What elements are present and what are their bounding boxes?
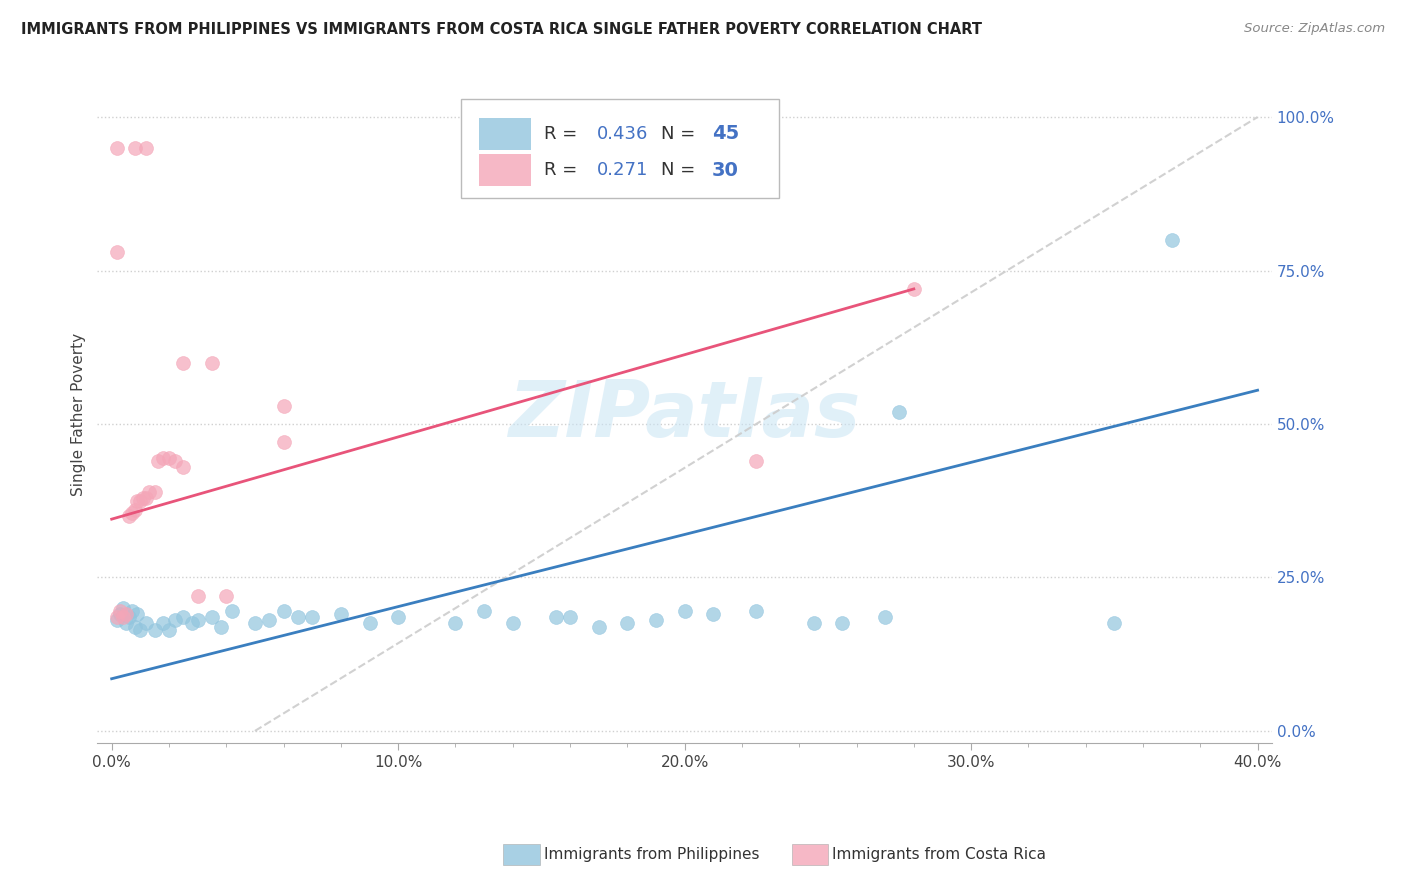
Point <box>115 616 138 631</box>
Point <box>616 616 638 631</box>
Text: R =: R = <box>544 161 582 179</box>
Point <box>121 604 143 618</box>
Point <box>135 616 157 631</box>
Point <box>273 604 295 618</box>
Point <box>903 282 925 296</box>
Text: ZIPatlas: ZIPatlas <box>509 376 860 453</box>
Text: 0.436: 0.436 <box>596 125 648 143</box>
Point <box>107 141 129 155</box>
Point <box>143 484 166 499</box>
Point <box>180 616 202 631</box>
Point <box>163 454 186 468</box>
Point <box>172 459 194 474</box>
Point <box>645 614 668 628</box>
Point <box>588 619 610 633</box>
FancyBboxPatch shape <box>461 100 779 198</box>
Point <box>745 454 768 468</box>
Text: Immigrants from Costa Rica: Immigrants from Costa Rica <box>832 847 1046 862</box>
Point <box>124 503 146 517</box>
Point <box>287 610 309 624</box>
Point <box>118 610 141 624</box>
Point <box>110 604 132 618</box>
Point <box>257 614 280 628</box>
Point <box>221 604 243 618</box>
Point <box>118 509 141 524</box>
Point <box>152 450 174 465</box>
Text: IMMIGRANTS FROM PHILIPPINES VS IMMIGRANTS FROM COSTA RICA SINGLE FATHER POVERTY : IMMIGRANTS FROM PHILIPPINES VS IMMIGRANT… <box>21 22 981 37</box>
Point <box>803 616 825 631</box>
Point <box>129 623 152 637</box>
Y-axis label: Single Father Poverty: Single Father Poverty <box>72 334 86 496</box>
FancyBboxPatch shape <box>792 844 828 865</box>
Point <box>387 610 409 624</box>
Point <box>243 616 266 631</box>
Point <box>127 493 149 508</box>
FancyBboxPatch shape <box>479 118 530 150</box>
Text: N =: N = <box>661 161 702 179</box>
Point <box>132 491 155 505</box>
Point <box>129 493 152 508</box>
Text: 30: 30 <box>711 161 738 179</box>
Point <box>187 589 209 603</box>
Point <box>273 435 295 450</box>
Point <box>112 610 135 624</box>
Point <box>124 619 146 633</box>
Point <box>673 604 696 618</box>
Point <box>172 356 194 370</box>
Point <box>745 604 768 618</box>
Point <box>135 491 157 505</box>
Point <box>273 399 295 413</box>
Point <box>135 141 157 155</box>
Point <box>889 405 911 419</box>
Text: Source: ZipAtlas.com: Source: ZipAtlas.com <box>1244 22 1385 36</box>
Point <box>157 623 180 637</box>
Text: N =: N = <box>661 125 702 143</box>
Text: Immigrants from Philippines: Immigrants from Philippines <box>544 847 759 862</box>
Text: 45: 45 <box>711 125 740 144</box>
Point <box>146 454 169 468</box>
Point <box>558 610 581 624</box>
Point <box>301 610 323 624</box>
Point <box>472 604 495 618</box>
Point <box>127 607 149 622</box>
Point <box>107 610 129 624</box>
Point <box>359 616 381 631</box>
Point <box>163 614 186 628</box>
Text: R =: R = <box>544 125 582 143</box>
Point <box>201 356 224 370</box>
Point <box>157 450 180 465</box>
Point <box>329 607 352 622</box>
FancyBboxPatch shape <box>479 154 530 186</box>
Point <box>201 610 224 624</box>
Point <box>124 141 146 155</box>
Point <box>1160 233 1182 247</box>
Point <box>831 616 853 631</box>
FancyBboxPatch shape <box>503 844 540 865</box>
Point <box>152 616 174 631</box>
Point <box>702 607 724 622</box>
Point <box>209 619 232 633</box>
Point <box>112 601 135 615</box>
Point <box>215 589 238 603</box>
Point <box>121 506 143 520</box>
Point <box>172 610 194 624</box>
Point <box>875 610 897 624</box>
Point <box>115 607 138 622</box>
Point <box>187 614 209 628</box>
Point <box>107 245 129 260</box>
Point <box>107 614 129 628</box>
Point <box>544 610 567 624</box>
Point <box>143 623 166 637</box>
Point <box>110 607 132 622</box>
Point <box>138 484 160 499</box>
Point <box>1104 616 1126 631</box>
Point <box>444 616 467 631</box>
Text: 0.271: 0.271 <box>596 161 648 179</box>
Point <box>502 616 524 631</box>
